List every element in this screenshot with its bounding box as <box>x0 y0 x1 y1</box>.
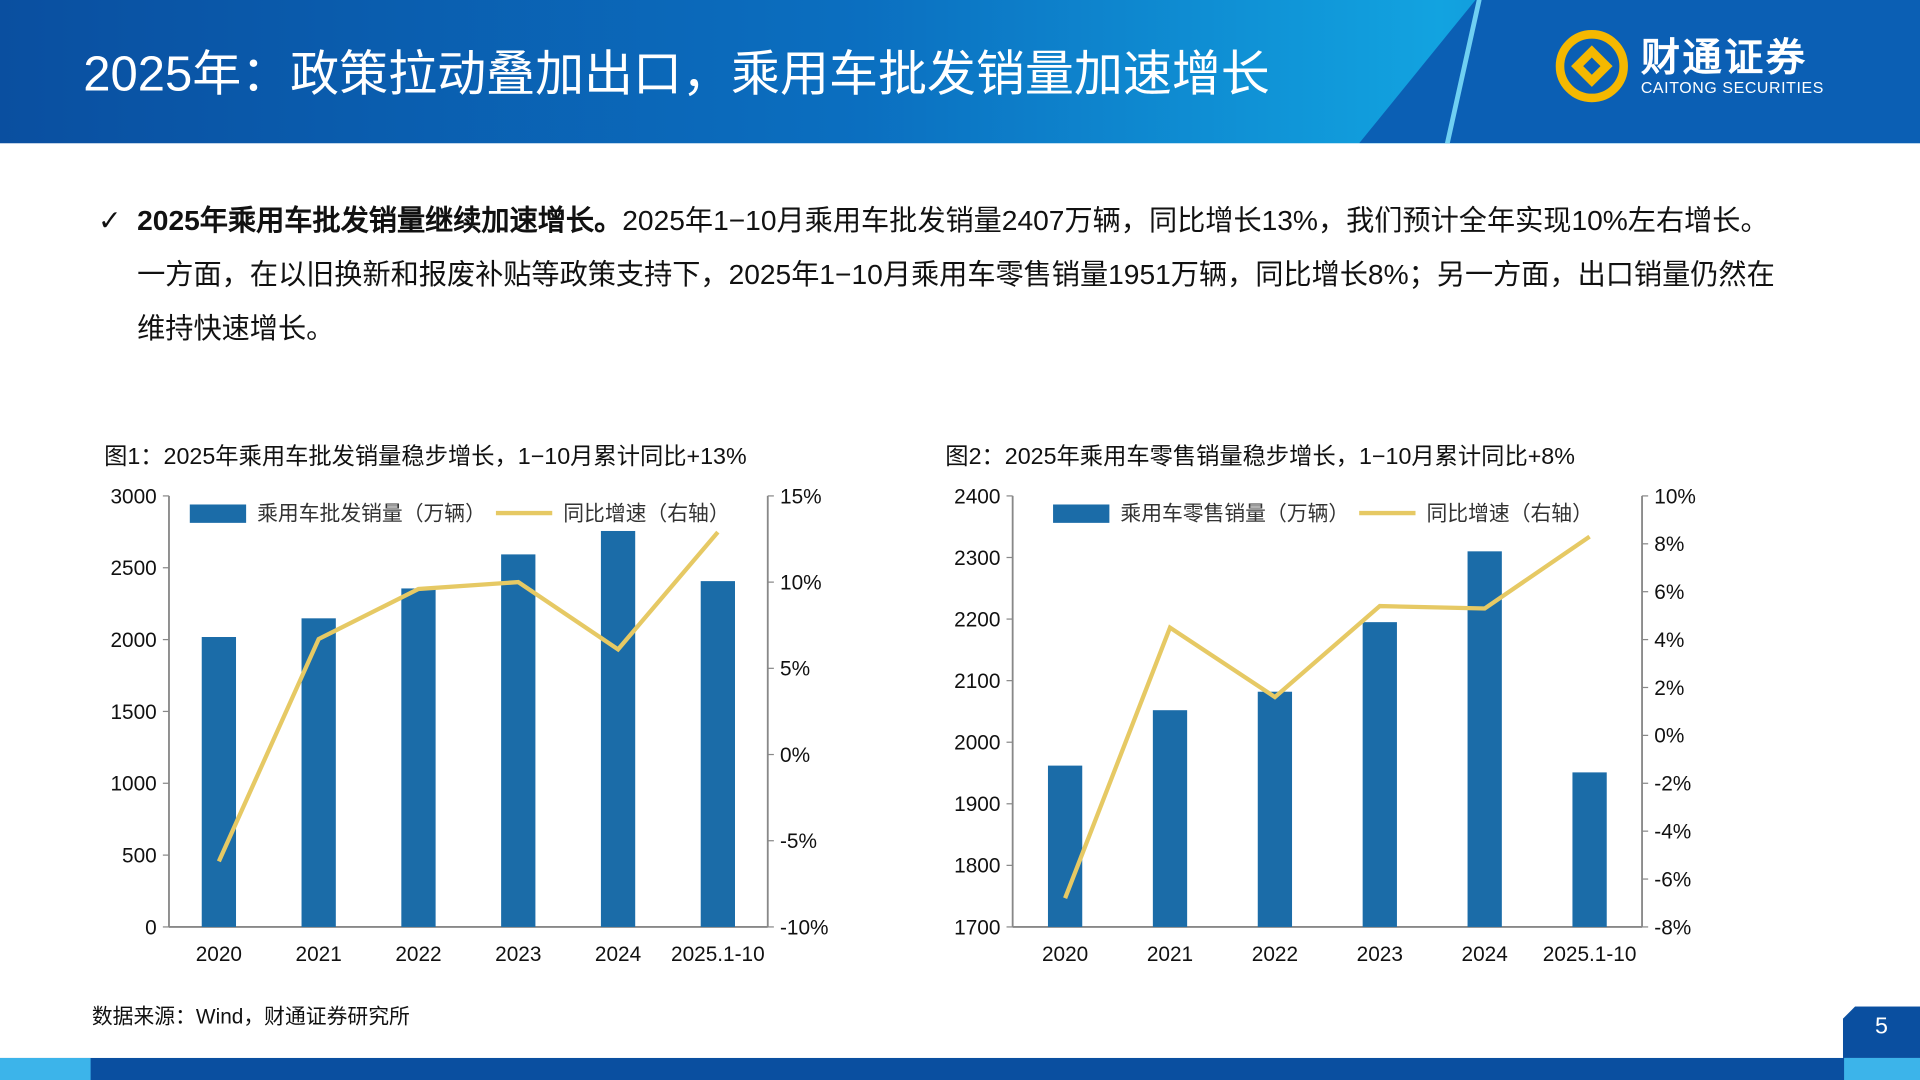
data-source: 数据来源：Wind，财通证券研究所 <box>91 1005 410 1029</box>
bar <box>201 637 237 927</box>
x-tick-label: 2021 <box>296 943 342 966</box>
footer-bar <box>0 1057 1920 1080</box>
y2-tick-label: 0% <box>780 744 810 767</box>
bar <box>600 530 636 927</box>
y-tick-label: 1500 <box>110 701 156 724</box>
company-logo: 财通证券 CAITONG SECURITIES <box>1555 29 1825 103</box>
bar <box>501 554 536 927</box>
y2-tick-label: -10% <box>780 916 829 939</box>
x-tick-label: 2024 <box>595 943 641 966</box>
chart2-title: 图2：2025年乘用车零售销量稳步增长，1−10月累计同比+8% <box>945 444 1575 471</box>
bullet-paragraph: ✓ 2025年乘用车批发销量继续加速增长。2025年1−10月乘用车批发销量24… <box>98 193 1788 355</box>
page-title: 2025年：政策拉动叠加出口，乘用车批发销量加速增长 <box>83 47 1270 102</box>
logo-text-cn: 财通证券 <box>1640 34 1808 79</box>
y-tick-label: 3000 <box>110 485 156 508</box>
legend-line-label: 同比增速（右轴） <box>563 502 729 525</box>
bar <box>301 618 336 927</box>
y-tick-label: 2500 <box>110 557 156 580</box>
legend-bar-swatch <box>189 504 247 523</box>
y-tick-label: 1000 <box>110 773 156 796</box>
x-tick-label: 2020 <box>196 943 242 966</box>
y2-tick-label: 10% <box>780 571 822 594</box>
bar <box>401 588 436 927</box>
x-tick-label: 2023 <box>495 943 541 966</box>
y2-tick-label: -5% <box>780 830 817 853</box>
check-icon: ✓ <box>97 204 122 237</box>
logo-text-en: CAITONG SECURITIES <box>1640 77 1825 97</box>
x-tick-label: 2025.1-10 <box>671 943 765 966</box>
bullet-text: 2025年1−10月乘用车批发销量2407万辆，同比增长13%，我们预计全年实现… <box>137 204 1775 345</box>
y2-tick-label: 5% <box>780 658 810 681</box>
logo-emblem-icon <box>1555 30 1628 103</box>
x-tick-label: 2022 <box>395 943 441 966</box>
y-tick-label: 0 <box>145 916 157 939</box>
bullet-heading: 2025年乘用车批发销量继续加速增长。 <box>137 204 623 237</box>
y2-tick-label: 15% <box>780 485 822 508</box>
growth-line <box>216 530 720 863</box>
y-tick-label: 500 <box>122 844 157 867</box>
chart1-title: 图1：2025年乘用车批发销量稳步增长，1−10月累计同比+13% <box>104 444 747 471</box>
header-banner: 2025年：政策拉动叠加出口，乘用车批发销量加速增长 财通证券 CAITONG … <box>0 0 1920 144</box>
page-number: 5 <box>1842 1006 1920 1058</box>
y-tick-label: 2000 <box>110 629 156 652</box>
bar <box>700 581 736 927</box>
legend-bar-label: 乘用车批发销量（万辆） <box>257 502 486 525</box>
